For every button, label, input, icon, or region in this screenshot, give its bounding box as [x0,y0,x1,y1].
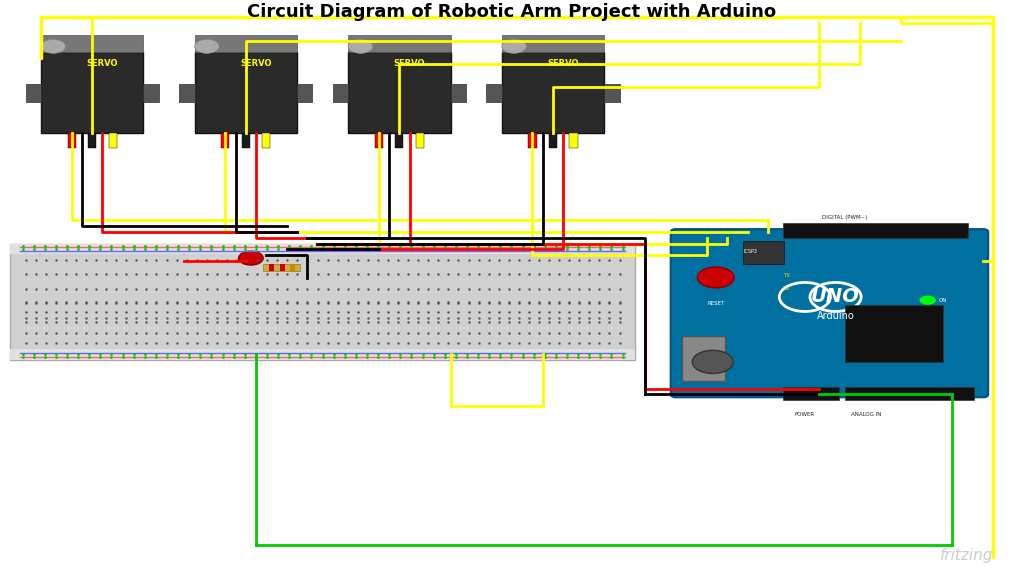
Bar [743,241,784,264]
Text: ICSP2: ICSP2 [743,249,758,254]
Text: UNO: UNO [811,288,860,306]
Circle shape [502,39,526,53]
Text: SERVO: SERVO [241,59,271,68]
Bar [375,133,383,148]
Bar [280,264,285,271]
Bar [845,305,943,362]
Bar [348,35,451,52]
Bar [109,133,117,148]
Bar [10,244,635,360]
Bar [486,84,502,102]
Text: Circuit Diagram of Robotic Arm Project with Arduino: Circuit Diagram of Robotic Arm Project w… [248,3,776,21]
Bar [297,84,312,102]
Circle shape [692,350,733,374]
Bar [68,133,76,148]
Bar [88,133,96,148]
Text: RESET: RESET [708,301,724,306]
Circle shape [697,267,734,288]
Text: SERVO: SERVO [394,59,425,68]
Bar [10,244,635,254]
Text: POWER: POWER [795,412,815,417]
Bar [682,336,725,382]
FancyBboxPatch shape [671,229,988,397]
Text: RX: RX [782,287,791,292]
Bar [845,387,974,400]
Bar [416,133,424,148]
Bar [269,264,274,271]
Circle shape [239,251,263,265]
Bar [10,349,635,360]
Bar [783,223,968,238]
Bar [195,35,297,52]
Text: SERVO: SERVO [87,59,118,68]
Bar [451,84,466,102]
Bar [263,264,300,271]
Bar [221,133,229,148]
Bar [290,264,295,271]
Text: fritzing: fritzing [940,548,993,563]
Bar [528,133,537,148]
Bar [502,52,604,133]
Bar [26,84,41,102]
Text: SERVO: SERVO [548,59,579,68]
Bar [569,133,578,148]
Bar [348,52,451,133]
Bar [604,84,620,102]
Circle shape [41,39,66,53]
Circle shape [195,39,219,53]
Bar [395,133,403,148]
Bar [242,133,250,148]
Text: TX: TX [783,274,790,278]
Text: ON: ON [939,298,947,303]
Text: Arduino: Arduino [817,311,854,321]
Bar [143,84,159,102]
Bar [41,52,143,133]
Bar [783,387,839,400]
Bar [262,133,270,148]
Circle shape [348,39,373,53]
Bar [502,35,604,52]
Text: DIGITAL (PWM~): DIGITAL (PWM~) [822,215,867,220]
Bar [195,52,297,133]
Bar [41,35,143,52]
Bar [333,84,348,102]
Bar [179,84,195,102]
Circle shape [920,296,936,305]
Text: ANALOG IN: ANALOG IN [851,412,882,417]
Bar [549,133,557,148]
